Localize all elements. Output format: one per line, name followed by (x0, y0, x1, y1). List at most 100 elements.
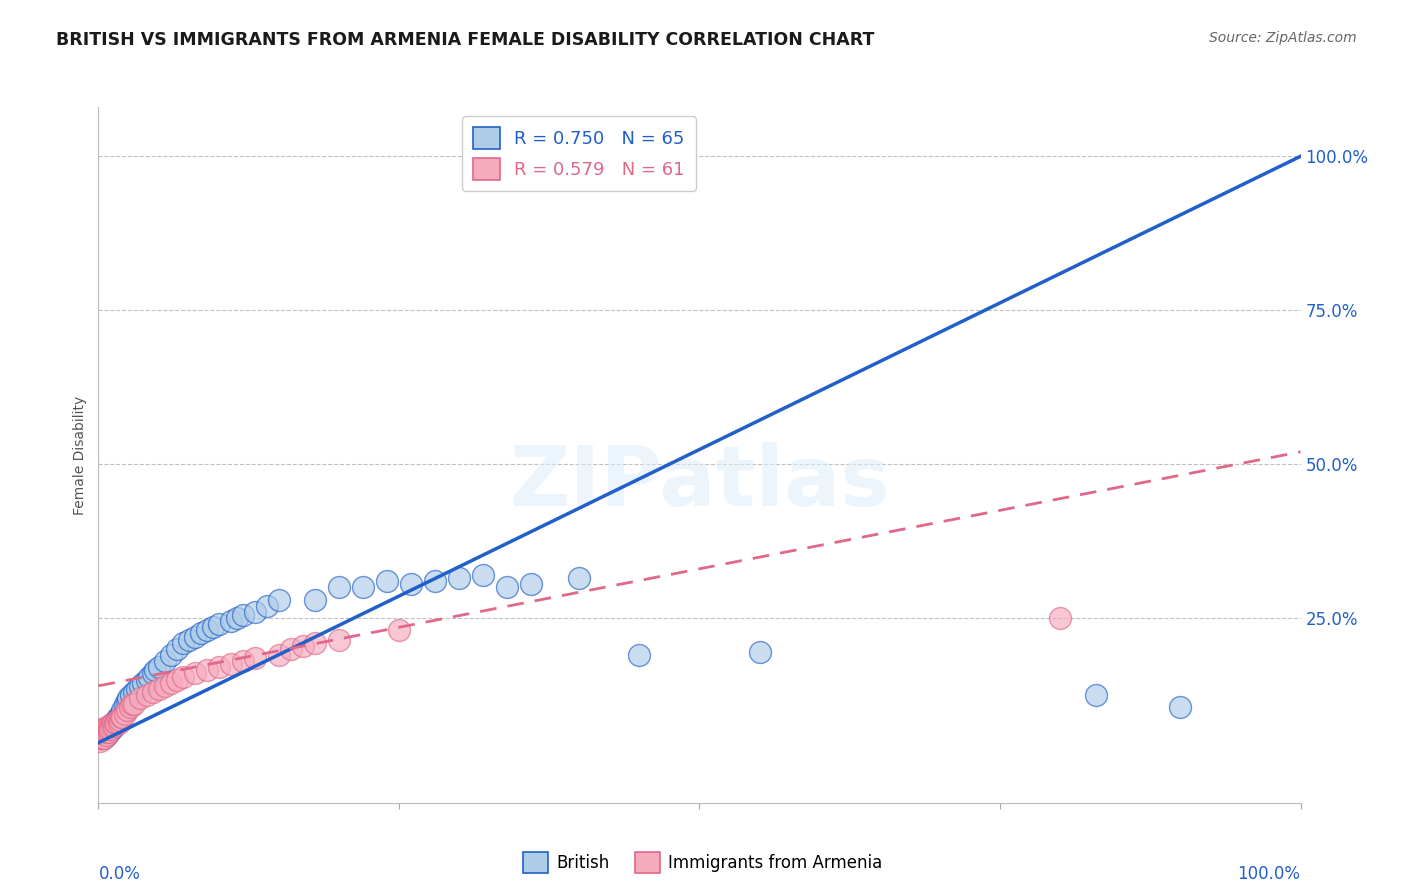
Point (105, 713, 128, 727)
Point (104, 715, 127, 730)
Point (100, 719, 122, 733)
Point (628, 648, 651, 662)
Point (100, 722, 122, 736)
Point (93, 725, 115, 739)
Point (153, 654, 176, 668)
Point (101, 715, 124, 730)
Point (183, 666, 205, 681)
Point (117, 694, 139, 708)
Point (91, 728, 114, 742)
Point (172, 669, 194, 683)
Point (91, 722, 114, 736)
Point (208, 660, 231, 674)
Point (472, 568, 495, 582)
Point (291, 639, 314, 653)
Point (1170, 700, 1192, 714)
Point (141, 685, 163, 699)
Point (94, 725, 117, 739)
Point (96, 725, 118, 739)
Point (93, 731, 115, 746)
Point (89, 731, 111, 746)
Point (304, 592, 326, 607)
Point (243, 651, 266, 665)
Text: Source: ZipAtlas.com: Source: ZipAtlas.com (1209, 31, 1357, 45)
Point (111, 709, 134, 723)
Point (183, 630, 205, 644)
Point (267, 648, 290, 662)
Point (97, 722, 120, 736)
Y-axis label: Female Disability: Female Disability (73, 395, 87, 515)
Point (232, 654, 254, 668)
Point (98, 722, 121, 736)
Point (232, 607, 254, 622)
Point (96, 728, 118, 742)
Point (100, 719, 122, 733)
Point (90, 731, 112, 746)
Point (148, 681, 170, 696)
Point (118, 700, 141, 714)
Point (90, 728, 112, 742)
Point (108, 713, 131, 727)
Point (120, 688, 142, 702)
Point (1085, 688, 1108, 702)
Point (328, 632, 350, 647)
Point (447, 571, 470, 585)
Point (96, 722, 118, 736)
Point (108, 713, 131, 727)
Point (114, 706, 136, 721)
Point (423, 574, 446, 589)
Point (98, 725, 121, 739)
Point (91, 728, 114, 742)
Point (375, 574, 398, 589)
Point (94, 728, 117, 742)
Point (304, 636, 326, 650)
Point (89, 731, 111, 746)
Point (129, 691, 152, 706)
Point (135, 673, 157, 687)
Point (399, 577, 422, 591)
Point (190, 626, 212, 640)
Point (195, 624, 218, 638)
Point (94, 725, 117, 739)
Point (208, 617, 231, 632)
Point (125, 681, 148, 696)
Point (568, 571, 591, 585)
Point (93, 731, 115, 746)
Point (124, 685, 146, 699)
Point (748, 645, 770, 659)
Point (124, 698, 146, 712)
Point (107, 709, 129, 723)
Point (143, 664, 166, 678)
Point (166, 673, 188, 687)
Point (129, 679, 152, 693)
Point (219, 657, 242, 672)
Point (91, 728, 114, 742)
Point (520, 577, 543, 591)
Legend: R = 0.750   N = 65, R = 0.579   N = 61: R = 0.750 N = 65, R = 0.579 N = 61 (463, 116, 696, 191)
Point (90, 728, 112, 742)
Point (103, 719, 125, 733)
Point (90, 725, 112, 739)
Point (225, 611, 247, 625)
Point (110, 709, 132, 723)
Point (388, 624, 411, 638)
Point (328, 580, 350, 594)
Point (103, 719, 125, 733)
Point (135, 688, 157, 702)
Point (201, 620, 224, 634)
Point (111, 703, 134, 717)
Point (243, 605, 266, 619)
Point (1049, 611, 1071, 625)
Point (172, 636, 194, 650)
Point (121, 698, 143, 712)
Point (101, 715, 124, 730)
Point (108, 715, 131, 730)
Point (267, 592, 290, 607)
Point (91, 731, 114, 746)
Point (114, 698, 136, 712)
Point (91, 725, 114, 739)
Point (91, 731, 114, 746)
Point (177, 632, 200, 647)
Point (117, 691, 139, 706)
Text: 0.0%: 0.0% (98, 865, 141, 883)
